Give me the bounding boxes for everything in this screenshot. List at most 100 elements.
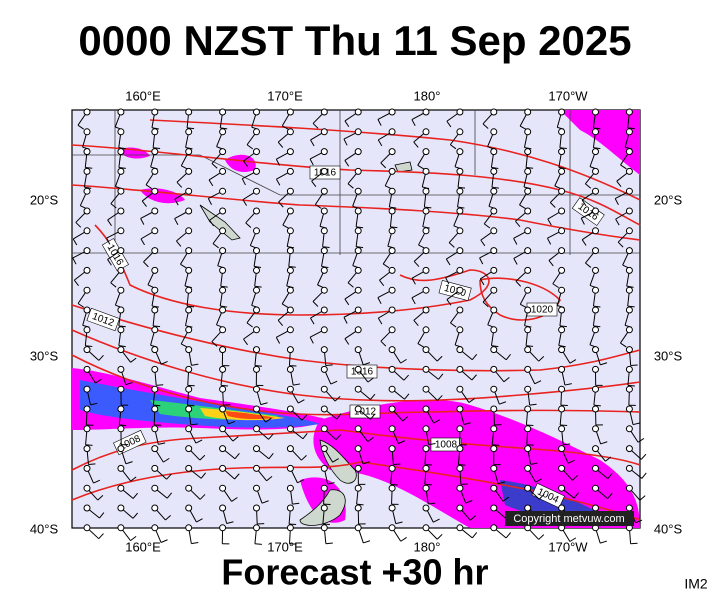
- barb-station: [83, 167, 91, 175]
- barb-staff: [356, 503, 364, 506]
- barb-station: [354, 524, 362, 532]
- barb-staff: [311, 180, 317, 188]
- barb-station: [117, 484, 125, 492]
- barb-station: [219, 187, 227, 195]
- barb-staff: [289, 523, 297, 526]
- isobar-value: 1008: [435, 440, 458, 451]
- barb-staff: [140, 238, 145, 246]
- barb-station: [354, 108, 362, 116]
- barb-station: [185, 326, 193, 334]
- barb-station: [253, 108, 260, 116]
- barb-station: [558, 306, 566, 314]
- barb-staff: [370, 393, 376, 400]
- barb-staff: [75, 222, 82, 228]
- barb-staff: [437, 395, 443, 401]
- barb-staff: [424, 206, 432, 209]
- barb-station: [253, 425, 260, 433]
- barb-staff: [77, 124, 85, 130]
- barb-station: [320, 167, 328, 175]
- lon-label: 180°: [414, 88, 441, 103]
- barb-station: [219, 108, 227, 116]
- copyright: Copyright metvuw.com: [505, 511, 634, 526]
- barb-station: [354, 484, 362, 492]
- barb-station: [524, 504, 532, 512]
- barb-station: [558, 286, 566, 294]
- barb-staff: [640, 453, 647, 460]
- barb-station: [625, 425, 633, 433]
- barb-staff: [445, 277, 450, 285]
- barb-station: [151, 167, 159, 175]
- barb-staff: [620, 164, 627, 170]
- barb-staff: [402, 415, 409, 422]
- barb-staff: [200, 472, 206, 479]
- barb-station: [117, 148, 125, 156]
- barb-staff: [344, 338, 350, 345]
- barb-staff: [180, 263, 187, 269]
- barb-station: [185, 247, 193, 255]
- barb-staff: [187, 404, 195, 407]
- barb-staff: [377, 139, 383, 147]
- barb-station: [422, 504, 430, 512]
- barb-staff: [309, 336, 314, 344]
- barb-staff: [140, 218, 145, 225]
- barb-station: [320, 405, 328, 413]
- barb-station: [524, 405, 532, 413]
- barb-station: [354, 247, 362, 255]
- barb-staff: [552, 283, 559, 289]
- barb-station: [151, 187, 159, 195]
- barb-station: [219, 247, 227, 255]
- barb-station: [388, 504, 396, 512]
- barb-staff: [626, 285, 634, 288]
- barb-station: [592, 227, 599, 235]
- barb-staff: [445, 258, 451, 266]
- barb-station: [253, 167, 260, 175]
- barb-staff: [325, 542, 333, 545]
- barb-station: [117, 365, 125, 373]
- barb-staff: [211, 163, 218, 169]
- barb-staff: [322, 523, 330, 526]
- barb-station: [592, 425, 599, 433]
- barb-staff: [480, 239, 486, 247]
- barb-station: [354, 385, 362, 393]
- barb-station: [422, 346, 430, 354]
- barb-staff: [310, 317, 315, 325]
- barb-station: [592, 108, 599, 116]
- barb-staff: [370, 413, 376, 420]
- barb-staff: [505, 532, 511, 539]
- barb-station: [219, 445, 227, 453]
- barb-station: [151, 266, 159, 274]
- barb-station: [592, 346, 599, 354]
- barb-staff: [538, 493, 545, 500]
- barb-staff: [266, 475, 273, 482]
- barb-station: [490, 247, 498, 255]
- barb-staff: [564, 383, 572, 386]
- isobar-value: 1016: [351, 367, 374, 378]
- barb-staff: [538, 534, 545, 540]
- barb-staff: [627, 305, 635, 308]
- barb-station: [456, 464, 464, 472]
- barb-station: [117, 504, 125, 512]
- barb-station: [185, 227, 193, 235]
- barb-staff: [243, 338, 248, 346]
- barb-station: [286, 484, 294, 492]
- barb-station: [456, 286, 464, 294]
- barb-staff: [73, 279, 79, 287]
- barb-station: [422, 227, 430, 235]
- barb-staff: [632, 422, 640, 426]
- barb-station: [354, 346, 362, 354]
- barb-staff: [220, 305, 228, 308]
- barb-station: [320, 306, 328, 314]
- barb-station: [286, 148, 294, 156]
- barb-station: [320, 128, 328, 136]
- barb-station: [422, 405, 430, 413]
- barb-staff: [617, 241, 624, 248]
- barb-station: [320, 286, 328, 294]
- barb-station: [151, 108, 159, 116]
- barb-staff: [72, 257, 77, 265]
- isobar-value: 1020: [531, 305, 554, 316]
- barb-station: [320, 187, 328, 195]
- barb-staff: [335, 434, 342, 441]
- barb-staff: [254, 365, 262, 367]
- barb-station: [286, 405, 294, 413]
- barb-station: [185, 187, 193, 195]
